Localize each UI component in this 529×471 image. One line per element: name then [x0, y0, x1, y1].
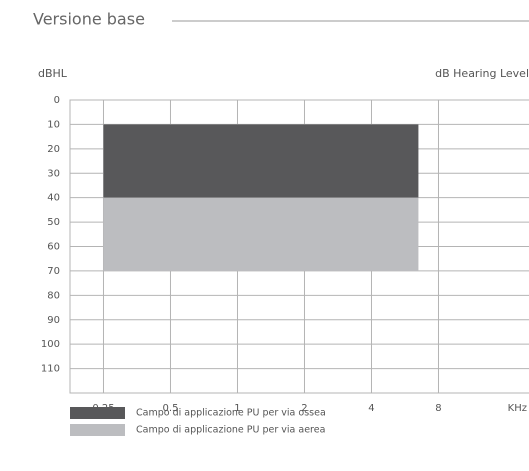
- y-tick-label: 0: [54, 95, 60, 106]
- x-tick-label: 0.5: [163, 403, 179, 414]
- y-tick-label: 100: [41, 339, 60, 350]
- y-tick-label: 20: [47, 144, 60, 155]
- range-band: [103, 197, 419, 271]
- x-tick-label: 8: [435, 403, 441, 414]
- y-tick-label: 30: [47, 168, 60, 179]
- x-tick-label: 4: [368, 403, 374, 414]
- range-band: [103, 124, 419, 198]
- y-tick-label: 60: [47, 242, 60, 253]
- y-tick-label: 40: [47, 193, 60, 204]
- y-tick-label: 70: [47, 266, 60, 277]
- x-tick-label: 2: [301, 403, 307, 414]
- y-tick-label: 80: [47, 290, 60, 301]
- y-tick-label: 90: [47, 315, 60, 326]
- y-axis-label: dBHL: [38, 67, 68, 80]
- y-tick-label: 10: [47, 119, 60, 130]
- y-axis-label-right: dB Hearing Level: [435, 67, 529, 80]
- legend-swatch: [70, 424, 125, 436]
- x-tick-label: 1: [234, 403, 240, 414]
- legend-label: Campo di applicazione PU per via ossea: [136, 408, 326, 419]
- chart-title: Versione base: [33, 10, 145, 29]
- legend-label: Campo di applicazione PU per via aerea: [136, 425, 325, 436]
- y-tick-label: 50: [47, 217, 60, 228]
- legend-swatch: [70, 407, 125, 419]
- y-tick-label: 110: [41, 364, 60, 375]
- x-axis-label: KHz: [508, 403, 527, 414]
